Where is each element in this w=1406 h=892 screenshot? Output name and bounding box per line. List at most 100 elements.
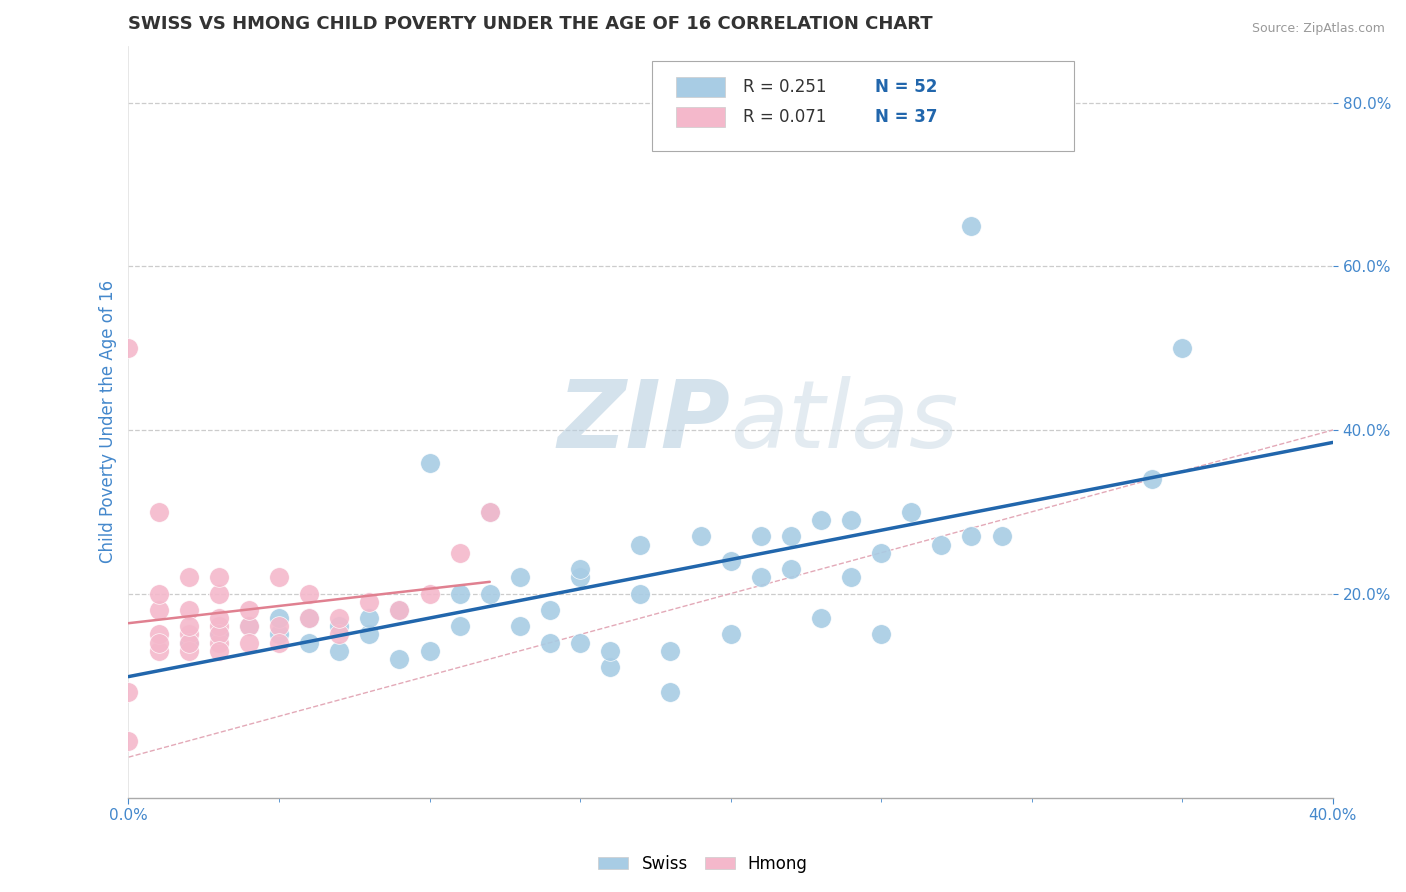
Point	[538, 635, 561, 649]
Point	[148, 505, 170, 519]
Point	[208, 586, 231, 600]
Point	[990, 529, 1012, 543]
Point	[689, 529, 711, 543]
Point	[779, 562, 801, 576]
Point	[238, 603, 260, 617]
Point	[238, 619, 260, 633]
Point	[177, 570, 200, 584]
Point	[569, 562, 592, 576]
Point	[659, 685, 682, 699]
Point	[328, 611, 350, 625]
Point	[749, 529, 772, 543]
Point	[749, 570, 772, 584]
Point	[419, 644, 441, 658]
Point	[208, 611, 231, 625]
Text: R = 0.071: R = 0.071	[742, 108, 827, 126]
Point	[628, 537, 651, 551]
Point	[267, 611, 290, 625]
Point	[449, 546, 471, 560]
Point	[509, 570, 531, 584]
Text: R = 0.251: R = 0.251	[742, 78, 827, 96]
Point	[177, 635, 200, 649]
Point	[267, 570, 290, 584]
Point	[870, 546, 893, 560]
Point	[328, 644, 350, 658]
Point	[960, 529, 983, 543]
Point	[810, 611, 832, 625]
Text: ZIP: ZIP	[558, 376, 731, 468]
Point	[388, 603, 411, 617]
Point	[628, 586, 651, 600]
Point	[538, 603, 561, 617]
Point	[599, 644, 621, 658]
Text: SWISS VS HMONG CHILD POVERTY UNDER THE AGE OF 16 CORRELATION CHART: SWISS VS HMONG CHILD POVERTY UNDER THE A…	[128, 15, 934, 33]
Point	[449, 619, 471, 633]
Point	[720, 627, 742, 641]
Text: atlas: atlas	[731, 376, 959, 467]
Point	[931, 537, 953, 551]
Point	[117, 734, 139, 748]
Point	[839, 570, 862, 584]
Point	[960, 219, 983, 233]
Point	[208, 627, 231, 641]
Point	[208, 627, 231, 641]
Text: N = 37: N = 37	[875, 108, 938, 126]
Point	[298, 611, 321, 625]
Text: N = 52: N = 52	[875, 78, 938, 96]
Point	[177, 619, 200, 633]
Point	[779, 529, 801, 543]
Point	[267, 619, 290, 633]
Point	[328, 627, 350, 641]
Point	[900, 505, 922, 519]
Point	[298, 586, 321, 600]
Point	[148, 635, 170, 649]
Point	[478, 505, 501, 519]
FancyBboxPatch shape	[652, 61, 1074, 151]
Point	[659, 644, 682, 658]
Point	[359, 595, 381, 609]
Point	[208, 619, 231, 633]
Point	[238, 635, 260, 649]
Point	[478, 505, 501, 519]
Point	[298, 611, 321, 625]
Point	[388, 652, 411, 666]
Point	[419, 586, 441, 600]
Point	[267, 627, 290, 641]
Point	[177, 635, 200, 649]
Point	[359, 611, 381, 625]
Point	[117, 685, 139, 699]
Legend: Swiss, Hmong: Swiss, Hmong	[592, 848, 814, 880]
Point	[148, 586, 170, 600]
FancyBboxPatch shape	[676, 107, 724, 127]
Point	[177, 627, 200, 641]
Point	[388, 603, 411, 617]
Point	[328, 619, 350, 633]
Point	[449, 586, 471, 600]
Point	[1171, 341, 1194, 355]
Point	[117, 341, 139, 355]
Point	[359, 627, 381, 641]
Point	[267, 635, 290, 649]
Point	[599, 660, 621, 674]
Point	[419, 456, 441, 470]
Point	[509, 619, 531, 633]
Point	[208, 570, 231, 584]
Point	[148, 603, 170, 617]
Point	[177, 603, 200, 617]
Point	[148, 644, 170, 658]
Point	[810, 513, 832, 527]
Point	[238, 619, 260, 633]
Point	[298, 635, 321, 649]
Y-axis label: Child Poverty Under the Age of 16: Child Poverty Under the Age of 16	[100, 280, 117, 564]
Point	[1140, 472, 1163, 486]
FancyBboxPatch shape	[676, 78, 724, 97]
Point	[839, 513, 862, 527]
Point	[569, 635, 592, 649]
Point	[720, 554, 742, 568]
Point	[148, 627, 170, 641]
Text: Source: ZipAtlas.com: Source: ZipAtlas.com	[1251, 22, 1385, 36]
Point	[569, 570, 592, 584]
Point	[208, 644, 231, 658]
Point	[177, 644, 200, 658]
Point	[870, 627, 893, 641]
